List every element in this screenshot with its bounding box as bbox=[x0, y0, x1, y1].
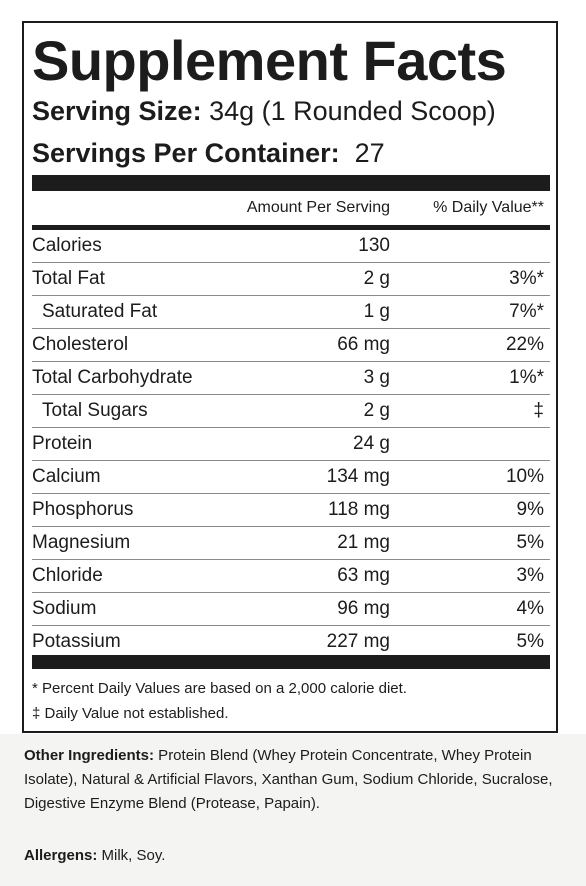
serving-size-label: Serving Size: bbox=[32, 96, 202, 126]
other-ingredients: Other Ingredients: Protein Blend (Whey P… bbox=[24, 744, 569, 816]
serving-size-value: 34g (1 Rounded Scoop) bbox=[201, 96, 496, 126]
nutrient-name: Calcium bbox=[32, 466, 101, 487]
nutrient-name: Saturated Fat bbox=[42, 301, 158, 322]
nutrient-name: Magnesium bbox=[32, 532, 131, 553]
nutrient-row: Total Sugars 2 g ‡ bbox=[32, 395, 550, 428]
nutrient-amount: 66 mg bbox=[337, 334, 390, 355]
nutrient-amount: 2 g bbox=[363, 268, 390, 289]
nutrient-amount: 24 g bbox=[353, 433, 390, 454]
nutrient-daily-value: ‡ bbox=[533, 400, 544, 421]
nutrient-row: Total Fat 2 g 3%* bbox=[32, 263, 550, 296]
other-ingredients-label: Other Ingredients: bbox=[24, 747, 155, 764]
nutrient-name: Total Sugars bbox=[42, 400, 148, 421]
servings-per-container: Servings Per Container: 27 bbox=[32, 137, 385, 169]
footnote-daily-values: * Percent Daily Values are based on a 2,… bbox=[32, 680, 407, 697]
nutrient-amount: 118 mg bbox=[328, 499, 390, 520]
serving-size: Serving Size: 34g (1 Rounded Scoop) bbox=[32, 95, 496, 127]
nutrient-name: Total Carbohydrate bbox=[32, 367, 193, 388]
allergens-text: Milk, Soy. bbox=[97, 847, 166, 864]
nutrient-row: Magnesium 21 mg 5% bbox=[32, 527, 550, 560]
nutrient-amount: 227 mg bbox=[326, 631, 390, 652]
nutrient-amount: 2 g bbox=[363, 400, 390, 421]
nutrient-daily-value: 9% bbox=[516, 499, 544, 520]
amount-per-serving-header: Amount Per Serving bbox=[246, 199, 390, 216]
nutrient-amount: 130 bbox=[358, 235, 390, 256]
supplement-facts-panel: Supplement Facts Serving Size: 34g (1 Ro… bbox=[22, 21, 558, 733]
nutrient-amount: 1 g bbox=[363, 301, 390, 322]
nutrient-row: Chloride 63 mg 3% bbox=[32, 560, 550, 593]
nutrient-daily-value: 10% bbox=[505, 466, 544, 487]
nutrient-name: Total Fat bbox=[32, 268, 105, 289]
nutrient-daily-value: 22% bbox=[505, 334, 544, 355]
nutrient-row: Potassium 227 mg 5% bbox=[32, 626, 550, 659]
nutrient-row: Total Carbohydrate 3 g 1%* bbox=[32, 362, 550, 395]
nutrient-row: Cholesterol 66 mg 22% bbox=[32, 329, 550, 362]
ingredients-background bbox=[0, 734, 586, 886]
panel-title: Supplement Facts bbox=[32, 29, 507, 92]
nutrient-name: Cholesterol bbox=[32, 334, 129, 355]
bottom-divider-bar bbox=[32, 655, 550, 669]
nutrient-daily-value: 3% bbox=[516, 565, 544, 586]
nutrient-name: Protein bbox=[32, 433, 93, 454]
header-divider bbox=[32, 225, 550, 230]
daily-value-header: % Daily Value** bbox=[433, 199, 544, 216]
column-header-row: Amount Per Serving % Daily Value** bbox=[32, 193, 550, 223]
nutrient-daily-value: 5% bbox=[516, 532, 544, 553]
top-divider-bar bbox=[32, 175, 550, 191]
nutrient-amount: 3 g bbox=[363, 367, 390, 388]
nutrient-row: Calories 130 bbox=[32, 230, 550, 263]
nutrient-daily-value: 3%* bbox=[509, 268, 544, 289]
nutrient-row: Phosphorus 118 mg 9% bbox=[32, 494, 550, 527]
nutrient-row: Protein 24 g bbox=[32, 428, 550, 461]
nutrient-row: Saturated Fat 1 g 7%* bbox=[32, 296, 550, 329]
nutrient-amount: 134 mg bbox=[326, 466, 390, 487]
nutrient-name: Potassium bbox=[32, 631, 121, 652]
nutrient-name: Calories bbox=[32, 235, 102, 256]
nutrient-amount: 96 mg bbox=[337, 598, 390, 619]
nutrient-daily-value: 1%* bbox=[509, 367, 544, 388]
allergens: Allergens: Milk, Soy. bbox=[24, 844, 165, 868]
allergens-label: Allergens: bbox=[24, 847, 98, 864]
servings-per-container-value: 27 bbox=[339, 138, 385, 168]
nutrient-amount: 21 mg bbox=[337, 532, 390, 553]
nutrient-daily-value: 7%* bbox=[509, 301, 544, 322]
other-ingredients-text: Protein Blend (Whey Protein Concentrate,… bbox=[24, 747, 553, 812]
footnote-not-established: ‡ Daily Value not established. bbox=[32, 705, 229, 722]
nutrient-table: Calories 130 Total Fat 2 g 3%* Saturated… bbox=[32, 230, 550, 659]
nutrient-daily-value: 4% bbox=[516, 598, 544, 619]
nutrient-name: Sodium bbox=[32, 598, 97, 619]
nutrient-name: Chloride bbox=[32, 565, 103, 586]
nutrient-daily-value: 5% bbox=[516, 631, 544, 652]
nutrient-name: Phosphorus bbox=[32, 499, 134, 520]
nutrient-row: Sodium 96 mg 4% bbox=[32, 593, 550, 626]
nutrient-amount: 63 mg bbox=[337, 565, 390, 586]
servings-per-container-label: Servings Per Container: bbox=[32, 138, 340, 168]
nutrient-row: Calcium 134 mg 10% bbox=[32, 461, 550, 494]
